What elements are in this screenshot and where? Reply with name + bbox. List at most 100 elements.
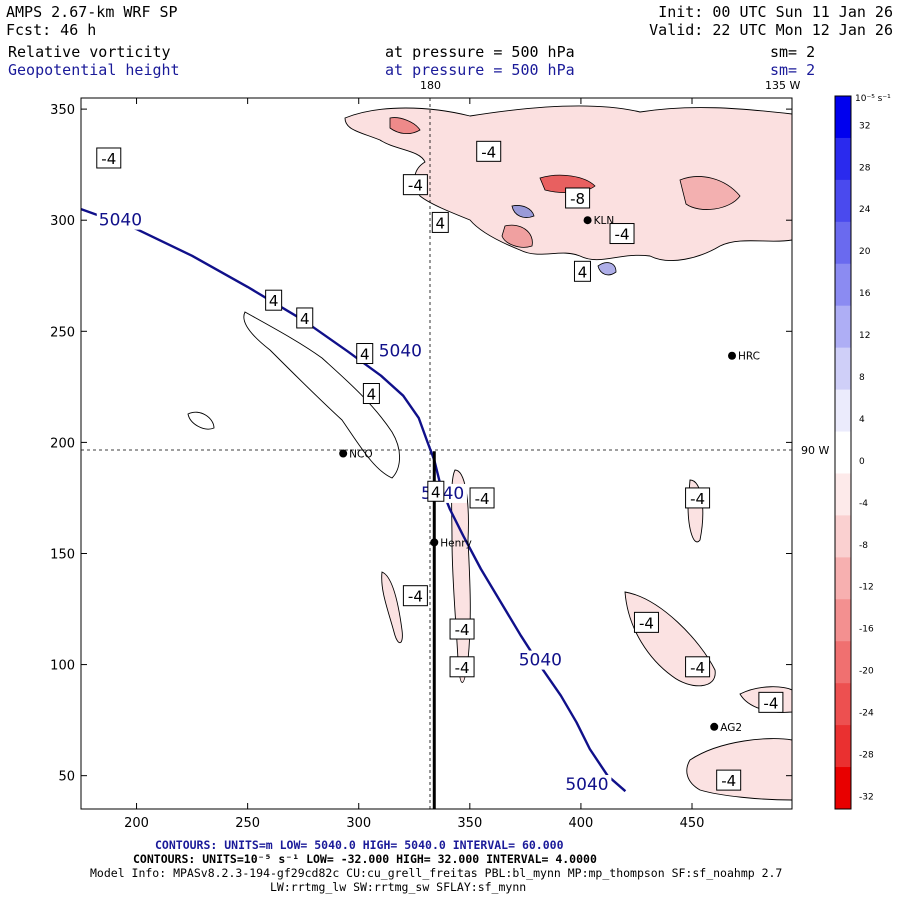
vorticity-label-box [402, 174, 428, 196]
colorbar-swatch [835, 599, 851, 642]
footer-vorticity-contours: CONTOURS: UNITS=10⁻⁵ s⁻¹ LOW= -32.000 HI… [133, 852, 597, 866]
colorbar-tick-label: -24 [859, 709, 874, 719]
colorbar-swatch [835, 767, 851, 810]
vorticity-band-west [243, 311, 400, 479]
colorbar-tick-label: 20 [859, 247, 871, 257]
vorticity-label-box [356, 343, 374, 365]
station-label: NCO [349, 449, 372, 461]
vorticity-contour-label: -4 [408, 177, 423, 195]
vorticity-label-box [449, 656, 475, 678]
vorticity-label-box [431, 211, 449, 233]
height-label-bg [516, 650, 565, 670]
vorticity-contour-label: -4 [481, 143, 496, 161]
station-marker [710, 722, 719, 731]
colorbar-tick-label: -28 [859, 750, 874, 760]
vorticity-label-box [565, 187, 591, 209]
footer-model-info: Model Info: MPASv8.2.3-194-gf29cd82c CU:… [90, 866, 783, 880]
y-tick-label: 250 [50, 325, 75, 340]
lon-label-90w: 90 W [801, 444, 830, 457]
vorticity-core-1 [389, 117, 421, 134]
vorticity-contour-label: -4 [639, 614, 654, 632]
colorbar-tick-label: 4 [859, 415, 865, 425]
field2-smoothing: sm= 2 [770, 61, 816, 79]
vorticity-core-4 [679, 176, 741, 210]
station-marker [430, 538, 439, 547]
colorbar-tick-label: 24 [859, 205, 871, 215]
colorbar-tick-label: -12 [859, 583, 874, 593]
colorbar-swatch [835, 221, 851, 265]
colorbar-swatch [835, 179, 851, 223]
colorbar-swatch [835, 515, 851, 558]
field1-smoothing: sm= 2 [770, 43, 816, 61]
vorticity-core-3 [501, 224, 533, 248]
vorticity-contour-label: -4 [690, 490, 705, 508]
footer-physics-info: LW:rrtmg_lw SW:rrtmg_sw SFLAY:sf_mynn [270, 880, 527, 894]
x-tick-label: 300 [346, 816, 371, 831]
vorticity-contour-label: -4 [690, 659, 705, 677]
height-contour-label: 5040 [519, 651, 562, 671]
y-tick-label: 300 [50, 214, 75, 229]
field1-name: Relative vorticity [8, 43, 171, 61]
vorticity-label-box [685, 656, 711, 678]
plot-frame [80, 97, 793, 810]
vorticity-contour-label: 4 [436, 214, 446, 232]
vorticity-label-box [716, 769, 742, 791]
lon-label-180: 180 [420, 79, 441, 92]
x-tick-label: 450 [680, 816, 705, 831]
vorticity-label-box [362, 383, 380, 405]
colorbar-tick-label: 32 [859, 121, 870, 131]
model-title: AMPS 2.67-km WRF SP [6, 3, 178, 21]
station-marker [339, 449, 348, 458]
vorticity-label-box [476, 140, 502, 162]
colorbar-tick-label: -32 [859, 792, 874, 802]
vorticity-contour-label: 4 [269, 292, 279, 310]
x-tick-label: 200 [124, 816, 149, 831]
colorbar-swatch [835, 683, 851, 726]
vorticity-small-contour [187, 411, 215, 430]
valid-time: Valid: 22 UTC Mon 12 Jan 26 [649, 21, 893, 39]
colorbar-swatch [835, 137, 851, 181]
station-marker [728, 351, 737, 360]
init-time: Init: 00 UTC Sun 11 Jan 26 [658, 3, 893, 21]
vorticity-label-box [265, 289, 283, 311]
vorticity-positive-2 [597, 262, 617, 276]
vorticity-contour-label: -4 [101, 150, 116, 168]
vorticity-positive-1 [511, 205, 535, 218]
vorticity-contour-label: -4 [763, 694, 778, 712]
height-contour-5040 [81, 207, 627, 793]
x-tick-label: 250 [235, 816, 260, 831]
vorticity-contour-label: -4 [721, 772, 736, 790]
height-label-bg [376, 341, 425, 361]
vorticity-contour-label: 4 [578, 263, 588, 281]
footer-height-contours: CONTOURS: UNITS=m LOW= 5040.0 HIGH= 5040… [155, 838, 564, 852]
station-marker [583, 216, 592, 225]
vorticity-label-layer: -4 -4 -4 4 -8 -4 4 4 4 4 4 4 -4 -4 -4 -4 -4 -4 -4 -4 -4 [96, 140, 784, 791]
colorbar-swatch [835, 389, 851, 433]
colorbar-tick-label: 0 [859, 457, 865, 467]
vorticity-contour-label: -4 [455, 621, 470, 639]
y-tick-label: 50 [58, 770, 75, 785]
colorbar-tick-label: 28 [859, 163, 871, 173]
colorbar-frame [834, 95, 852, 810]
vorticity-label-box [758, 691, 784, 713]
vorticity-label-box [296, 307, 314, 329]
x-tick-label: 350 [457, 816, 482, 831]
vorticity-contour-label: 4 [367, 386, 377, 404]
vorticity-contour-label: 4 [300, 310, 310, 328]
field1-level: at pressure = 500 hPa [385, 43, 575, 61]
colorbar-tick-label: 8 [859, 373, 865, 383]
vorticity-label-box [96, 147, 122, 169]
x-tick-label: 400 [569, 816, 594, 831]
vorticity-label-box [427, 480, 445, 502]
vorticity-contour-label: -4 [455, 659, 470, 677]
colorbar-swatch [835, 473, 851, 516]
vorticity-contour-label: -4 [615, 226, 630, 244]
colorbar-swatch [835, 557, 851, 600]
height-label-bg [563, 775, 612, 795]
y-tick-label: 100 [50, 659, 75, 674]
colorbar-swatch [835, 305, 851, 349]
vorticity-contour-label: -4 [408, 588, 423, 606]
forecast-hour: Fcst: 46 h [6, 21, 97, 39]
vorticity-label-box [573, 260, 591, 282]
colorbar-units: 10⁻⁵ s⁻¹ [855, 94, 891, 104]
